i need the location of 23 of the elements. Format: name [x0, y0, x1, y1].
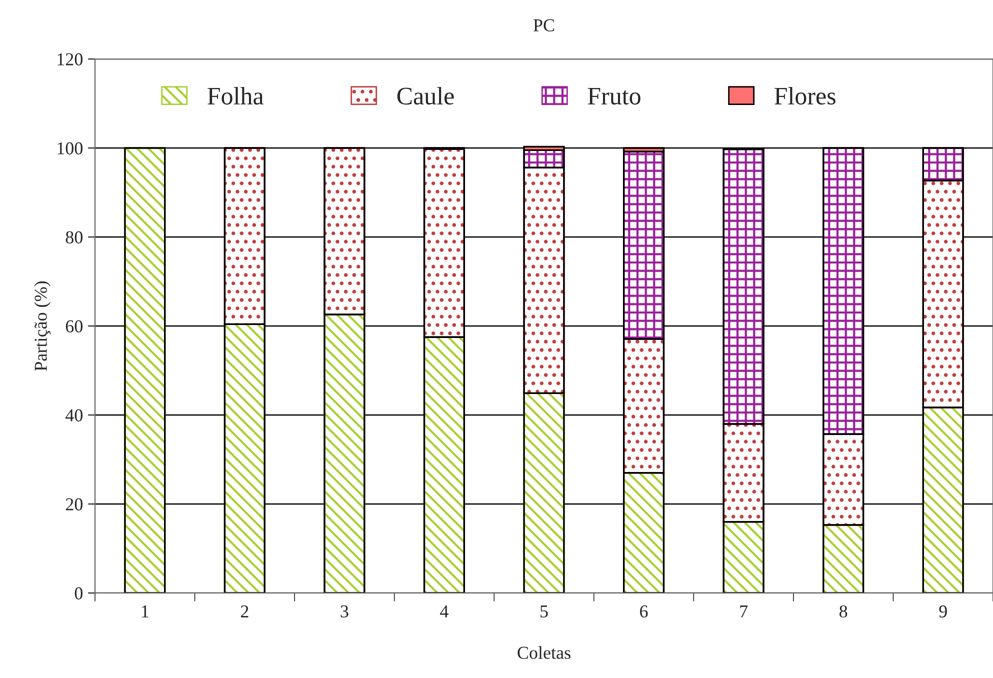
x-tick-label: 4 — [440, 605, 448, 618]
legend-label: Fruto — [588, 88, 640, 105]
x-tick-label: 6 — [640, 605, 648, 618]
x-tick-label: 2 — [240, 605, 248, 618]
x-tick-label: 7 — [740, 606, 748, 618]
y-tick-label: 40 — [65, 409, 83, 422]
x-tick-label: 3 — [340, 605, 348, 618]
legend-label: Flores — [774, 86, 836, 105]
x-axis-title: Coletas — [518, 646, 570, 659]
chart-title: PC — [533, 19, 554, 32]
y-tick-label: 0 — [74, 587, 83, 600]
y-tick-label: 20 — [66, 498, 83, 510]
legend-label: Caule — [397, 86, 454, 105]
x-tick-label: 5 — [540, 606, 548, 618]
y-axis-title: Partição (%) — [34, 281, 51, 371]
y-tick-label: 80 — [66, 231, 83, 244]
x-tick-label: 8 — [840, 605, 848, 618]
legend-label: Folha — [208, 86, 264, 105]
y-tick-label: 60 — [66, 320, 83, 332]
x-tick-label: 1 — [142, 605, 148, 618]
y-tick-label: 120 — [58, 53, 83, 66]
y-tick-label: 100 — [58, 142, 83, 154]
x-tick-label: 9 — [939, 605, 947, 618]
